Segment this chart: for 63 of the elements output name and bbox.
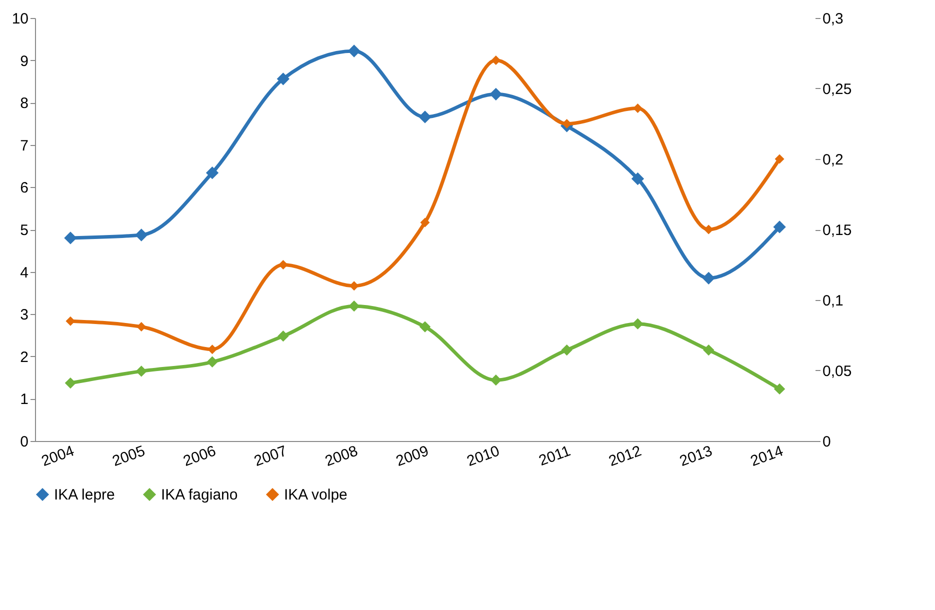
y2-tick-label: 0,1 <box>822 292 844 310</box>
x-tick-label: 2014 <box>748 442 786 470</box>
x-tick-label: 2008 <box>322 442 360 470</box>
legend-label: IKA fagiano <box>161 486 238 504</box>
x-tick-label: 2005 <box>110 442 148 470</box>
y-tick-label: 1 <box>20 391 28 408</box>
point <box>418 110 432 124</box>
y2-tick-label: 0,25 <box>822 81 852 98</box>
point <box>632 103 642 113</box>
x-tick-label: 2011 <box>536 442 573 470</box>
y2-tick-label: 0,2 <box>822 152 844 168</box>
point <box>64 377 76 389</box>
y-tick-label: 8 <box>20 95 28 112</box>
y-tick-label: 6 <box>20 180 28 197</box>
point <box>208 344 218 354</box>
point <box>774 383 786 395</box>
y-tick-label: 0 <box>20 434 28 450</box>
x-tick-label: 2010 <box>464 442 502 470</box>
point <box>774 154 784 164</box>
y-tick-label: 10 <box>12 10 28 28</box>
point <box>206 356 218 368</box>
point <box>704 224 714 234</box>
y-tick-label: 2 <box>20 348 28 366</box>
y2-tick-label: 0,05 <box>822 363 852 380</box>
point <box>276 72 290 86</box>
y-tick-label: 4 <box>20 264 28 282</box>
point <box>631 172 644 186</box>
point <box>136 322 146 332</box>
legend-label: IKA lepre <box>54 486 115 504</box>
x-tick-label: 2009 <box>394 442 431 470</box>
point <box>206 166 219 180</box>
x-tick-label: 2013 <box>677 442 715 470</box>
point <box>562 119 572 128</box>
x-tick-label: 2004 <box>39 442 76 470</box>
point <box>136 366 147 377</box>
legend-label: IKA volpe <box>284 486 348 504</box>
point <box>348 44 360 58</box>
y2-tick-label: 0 <box>822 434 831 450</box>
point <box>632 318 644 330</box>
point <box>64 232 77 244</box>
y-tick-label: 9 <box>20 52 28 70</box>
y-tick-label: 5 <box>20 222 28 239</box>
point <box>561 344 572 356</box>
x-tick-label: 2006 <box>181 442 218 470</box>
point <box>490 374 502 386</box>
point <box>278 260 288 270</box>
x-tick-label: 2007 <box>252 442 290 470</box>
point <box>491 56 501 66</box>
point <box>419 321 431 332</box>
y-tick-label: 3 <box>20 306 28 324</box>
point <box>348 300 360 312</box>
point <box>773 220 786 234</box>
point <box>135 228 148 242</box>
y-tick-label: 7 <box>20 137 28 154</box>
point <box>278 330 289 342</box>
point <box>349 281 359 291</box>
point <box>420 218 430 228</box>
point <box>490 88 502 100</box>
y2-tick-label: 0,15 <box>822 222 852 239</box>
y2-tick-label: 0,3 <box>822 10 844 28</box>
point <box>702 272 715 284</box>
point <box>703 344 714 356</box>
x-tick-label: 2012 <box>606 442 644 470</box>
